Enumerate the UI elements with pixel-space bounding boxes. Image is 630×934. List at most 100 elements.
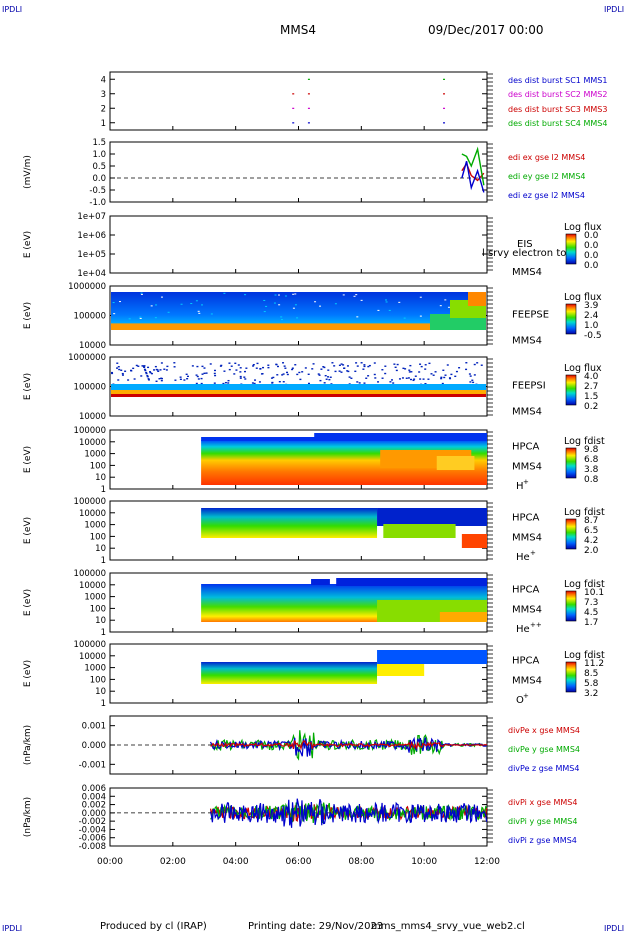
corner-label-tr: IPDLI [604,5,624,14]
colorbar-tick: 3.2 [584,689,598,699]
spectrogram-speck [323,382,326,384]
series-line [210,740,488,751]
spectrogram-speck [244,294,247,296]
spectrogram-speck [409,378,412,381]
colorbar-tick: 0.0 [584,231,599,241]
spectrogram-speck [167,311,170,313]
spectrogram-speck [450,373,453,376]
spectrogram-speck [195,374,198,376]
spectrogram-speck [395,369,398,372]
spacecraft-label: MMS4 [512,462,542,473]
spectrogram-speck [314,301,317,303]
spectrogram-speck [317,373,320,375]
colorbar [565,447,577,479]
spectrogram-speck [343,367,346,369]
spectrogram-speck [424,364,427,366]
colorbar-tick: 7.3 [584,598,598,608]
burst-mark [292,107,295,109]
spectrogram-speck [442,369,445,371]
instrument-label: EIS [517,239,533,250]
spacecraft-label: MMS4 [512,605,542,616]
species-label: H [516,481,524,492]
spectrogram-speck [473,363,476,366]
ytick-label: 100 [90,604,106,614]
spectrogram-speck [409,364,412,367]
colorbar-tick: 1.7 [584,618,598,628]
colorbar-title: Log fdist [564,650,605,661]
spectrogram-speck [160,296,163,298]
spectrogram-speck [432,374,435,376]
colorbar-tick: 5.8 [584,679,599,689]
spectrogram-speck [428,362,431,365]
series-line [209,736,488,757]
species-label: He [516,624,530,635]
xtick-label: 08:00 [348,857,374,867]
spectrogram-speck [465,362,468,364]
ytick-label: -0.006 [79,834,106,844]
species-label: O [516,695,524,706]
spectrogram-speck [322,366,325,368]
spectrogram-speck [213,382,216,384]
spectrogram-speck [166,365,169,368]
spectrogram-speck [276,374,279,376]
colorbar-tick: -0.5 [584,331,602,341]
xtick-label: 04:00 [223,857,249,867]
spectrogram-fill [311,579,330,585]
ytick-label: 10000 [79,652,106,662]
spectrogram-speck [275,363,278,366]
spacecraft-label: MMS4 [512,533,542,544]
spectrogram-speck [147,366,150,369]
spectrogram-speck [360,299,363,301]
colorbar-tick: 0.2 [584,402,598,412]
spectrogram-speck [389,381,392,383]
spectrogram-speck [155,380,158,382]
corner-label-br: IPDLI [604,924,624,933]
spectrogram-speck [230,365,233,367]
colorbar-tick: 1.5 [584,392,598,402]
spectrogram-speck [294,293,297,295]
ytick-label: 1 [101,556,106,566]
spectrogram-speck [280,319,283,321]
spectrogram-speck [213,372,216,375]
species-charge: + [530,549,536,557]
spectrogram-speck [319,379,322,382]
spectrogram-speck [262,366,265,369]
spectrogram-fill [111,292,486,330]
spectrogram-speck [402,367,405,370]
ytick-label: 0.001 [82,722,106,732]
spectrogram-speck [259,367,262,370]
spectrogram-speck [408,371,411,373]
spectrogram-speck [307,373,310,375]
spectrogram-speck [294,364,297,366]
spectrogram-speck [223,370,226,372]
spectrogram-speck [150,372,153,375]
y-axis-label: (nPa/km) [23,725,33,765]
spectrogram-speck [132,367,135,370]
ytick-label: -0.001 [79,760,106,770]
spectrogram-speck [354,370,357,373]
spectrogram-speck [195,300,198,302]
spectrogram-speck [377,309,380,311]
spectrogram-speck [292,307,295,309]
spectrogram-speck [420,365,423,368]
ytick-label: 1 [101,699,106,709]
spacecraft-label: MMS4 [512,267,542,278]
spectrogram-speck [434,371,437,373]
burst-mark [443,122,446,124]
legend-entry: des dist burst SC2 MMS2 [508,90,607,99]
spectrogram-speck [418,371,421,373]
panel-labels: 1 2 3 4 des dist burst SC1 MMS1 des dist burs… [23,75,607,852]
spectrogram-speck [472,381,475,384]
spectrogram-speck [363,365,366,368]
spectrogram-speck [356,365,359,367]
spectrogram-speck [424,368,427,370]
ytick-label: 10 [95,473,106,483]
spectrogram-speck [440,376,443,379]
ytick-label: -0.5 [89,186,106,196]
spectrogram-speck [200,382,203,385]
spacecraft-label: MMS4 [512,676,542,687]
ytick-label: 10000 [79,438,106,448]
spectrogram-speck [373,373,376,376]
spectrogram-speck [227,379,230,382]
spectrogram-speck [140,293,143,295]
